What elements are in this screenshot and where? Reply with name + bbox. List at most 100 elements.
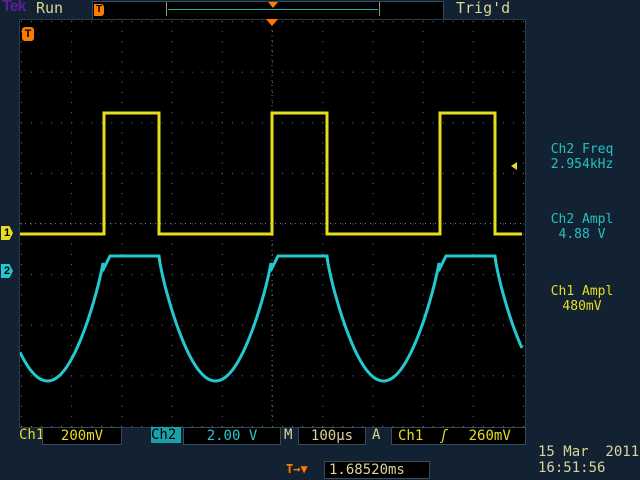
record-line <box>168 9 378 10</box>
waveform-display <box>18 19 526 428</box>
grid-dot <box>221 91 223 93</box>
grid-dot <box>322 375 324 377</box>
grid-dot <box>523 41 524 43</box>
grid-dot <box>312 122 314 124</box>
grid-dot <box>372 324 374 326</box>
grid-dot <box>131 274 133 276</box>
grid-dot <box>171 395 173 397</box>
grid-dot <box>272 294 273 296</box>
trigger-level-marker-icon[interactable] <box>511 162 517 170</box>
grid-dot <box>121 284 123 286</box>
grid-dot <box>512 71 514 73</box>
grid-dot <box>302 274 304 276</box>
grid-dot <box>372 314 374 316</box>
grid-dot <box>161 21 163 22</box>
grid-dot <box>482 375 484 377</box>
grid-dot <box>71 264 73 265</box>
grid-dot <box>261 324 263 326</box>
grid-dot <box>261 223 263 225</box>
grid-dot <box>372 243 374 245</box>
trigger-readout[interactable]: Ch1 ʃ 260mV <box>391 427 526 445</box>
grid-dot <box>372 132 374 134</box>
grid-dot <box>201 223 203 225</box>
grid-dot <box>462 274 464 276</box>
grid-dot <box>412 172 414 174</box>
ch2-scale[interactable]: 2.00 V <box>183 427 281 445</box>
grid-dot <box>302 426 304 427</box>
trigger-offset[interactable]: 1.68520ms <box>324 461 430 479</box>
grid-dot <box>231 122 233 124</box>
grid-dot <box>472 61 474 63</box>
grid-dot <box>472 41 474 43</box>
grid-dot <box>332 122 334 124</box>
grid-dot <box>71 243 73 245</box>
grid-dot <box>523 152 524 154</box>
grid-dot <box>322 142 324 144</box>
grid-dot <box>51 122 53 124</box>
grid-dot <box>402 426 404 427</box>
grid-dot <box>322 426 324 427</box>
grid-dot <box>412 375 414 377</box>
grid-dot <box>191 375 193 377</box>
grid-dot <box>372 31 374 33</box>
ch1-ground-marker-icon[interactable]: 1 <box>1 226 13 240</box>
grid-dot <box>111 426 113 427</box>
ch1-label[interactable]: Ch1 <box>19 427 45 443</box>
grid-dot <box>523 264 524 265</box>
grid-dot <box>342 324 344 326</box>
grid-dot <box>71 183 73 184</box>
ch2-label[interactable]: Ch2 <box>151 427 181 443</box>
grid-dot <box>201 71 203 73</box>
grid-dot <box>462 21 464 22</box>
grid-dot <box>121 122 123 124</box>
grid-dot <box>372 355 374 357</box>
grid-dot <box>322 243 324 245</box>
grid-dot <box>201 324 203 326</box>
grid-dot <box>322 365 324 367</box>
grid-dot <box>241 122 243 124</box>
grid-dot <box>191 122 193 124</box>
grid-dot <box>282 426 284 427</box>
grid-dot <box>422 91 424 93</box>
ch1-waveform <box>20 111 522 236</box>
grid-dot <box>472 102 474 103</box>
trigger-offset-icon: T→▼ <box>286 462 308 476</box>
grid-dot <box>362 274 364 276</box>
ch2-ground-marker-icon[interactable]: 2 <box>1 264 13 278</box>
grid-dot <box>282 71 284 73</box>
grid-dot <box>121 264 123 265</box>
grid-dot <box>322 71 324 73</box>
grid-dot <box>332 426 334 427</box>
grid-dot <box>21 152 22 154</box>
grid-dot <box>512 172 514 174</box>
grid-dot <box>422 274 424 276</box>
grid-dot <box>241 274 243 276</box>
grid-dot <box>352 71 354 73</box>
grid-dot <box>21 122 22 124</box>
grid-dot <box>422 21 424 22</box>
grid-dot <box>31 223 33 225</box>
grid-dot <box>21 415 22 417</box>
timebase-scale[interactable]: 100µs <box>298 427 366 445</box>
grid-dot <box>161 71 163 73</box>
grid-dot <box>472 71 474 73</box>
grid-dot <box>342 223 344 225</box>
grid-dot <box>81 71 83 73</box>
grid-dot <box>272 253 273 255</box>
grid-dot <box>121 324 123 326</box>
grid-dot <box>21 334 22 336</box>
grid-dot <box>402 274 404 276</box>
grid-dot <box>41 223 43 225</box>
grid-dot <box>171 253 173 255</box>
grid-dot <box>71 426 73 427</box>
grid-dot <box>472 142 474 144</box>
horizontal-trigger-arrow-icon[interactable] <box>266 19 278 26</box>
trigger-position-marker-icon[interactable]: T <box>22 27 34 41</box>
grid-dot <box>352 375 354 377</box>
ch1-scale[interactable]: 200mV <box>42 427 122 445</box>
grid-dot <box>402 223 404 225</box>
grid-dot <box>272 395 273 397</box>
grid-dot <box>452 223 454 225</box>
grid-dot <box>71 365 73 367</box>
grid-dot <box>231 172 233 174</box>
